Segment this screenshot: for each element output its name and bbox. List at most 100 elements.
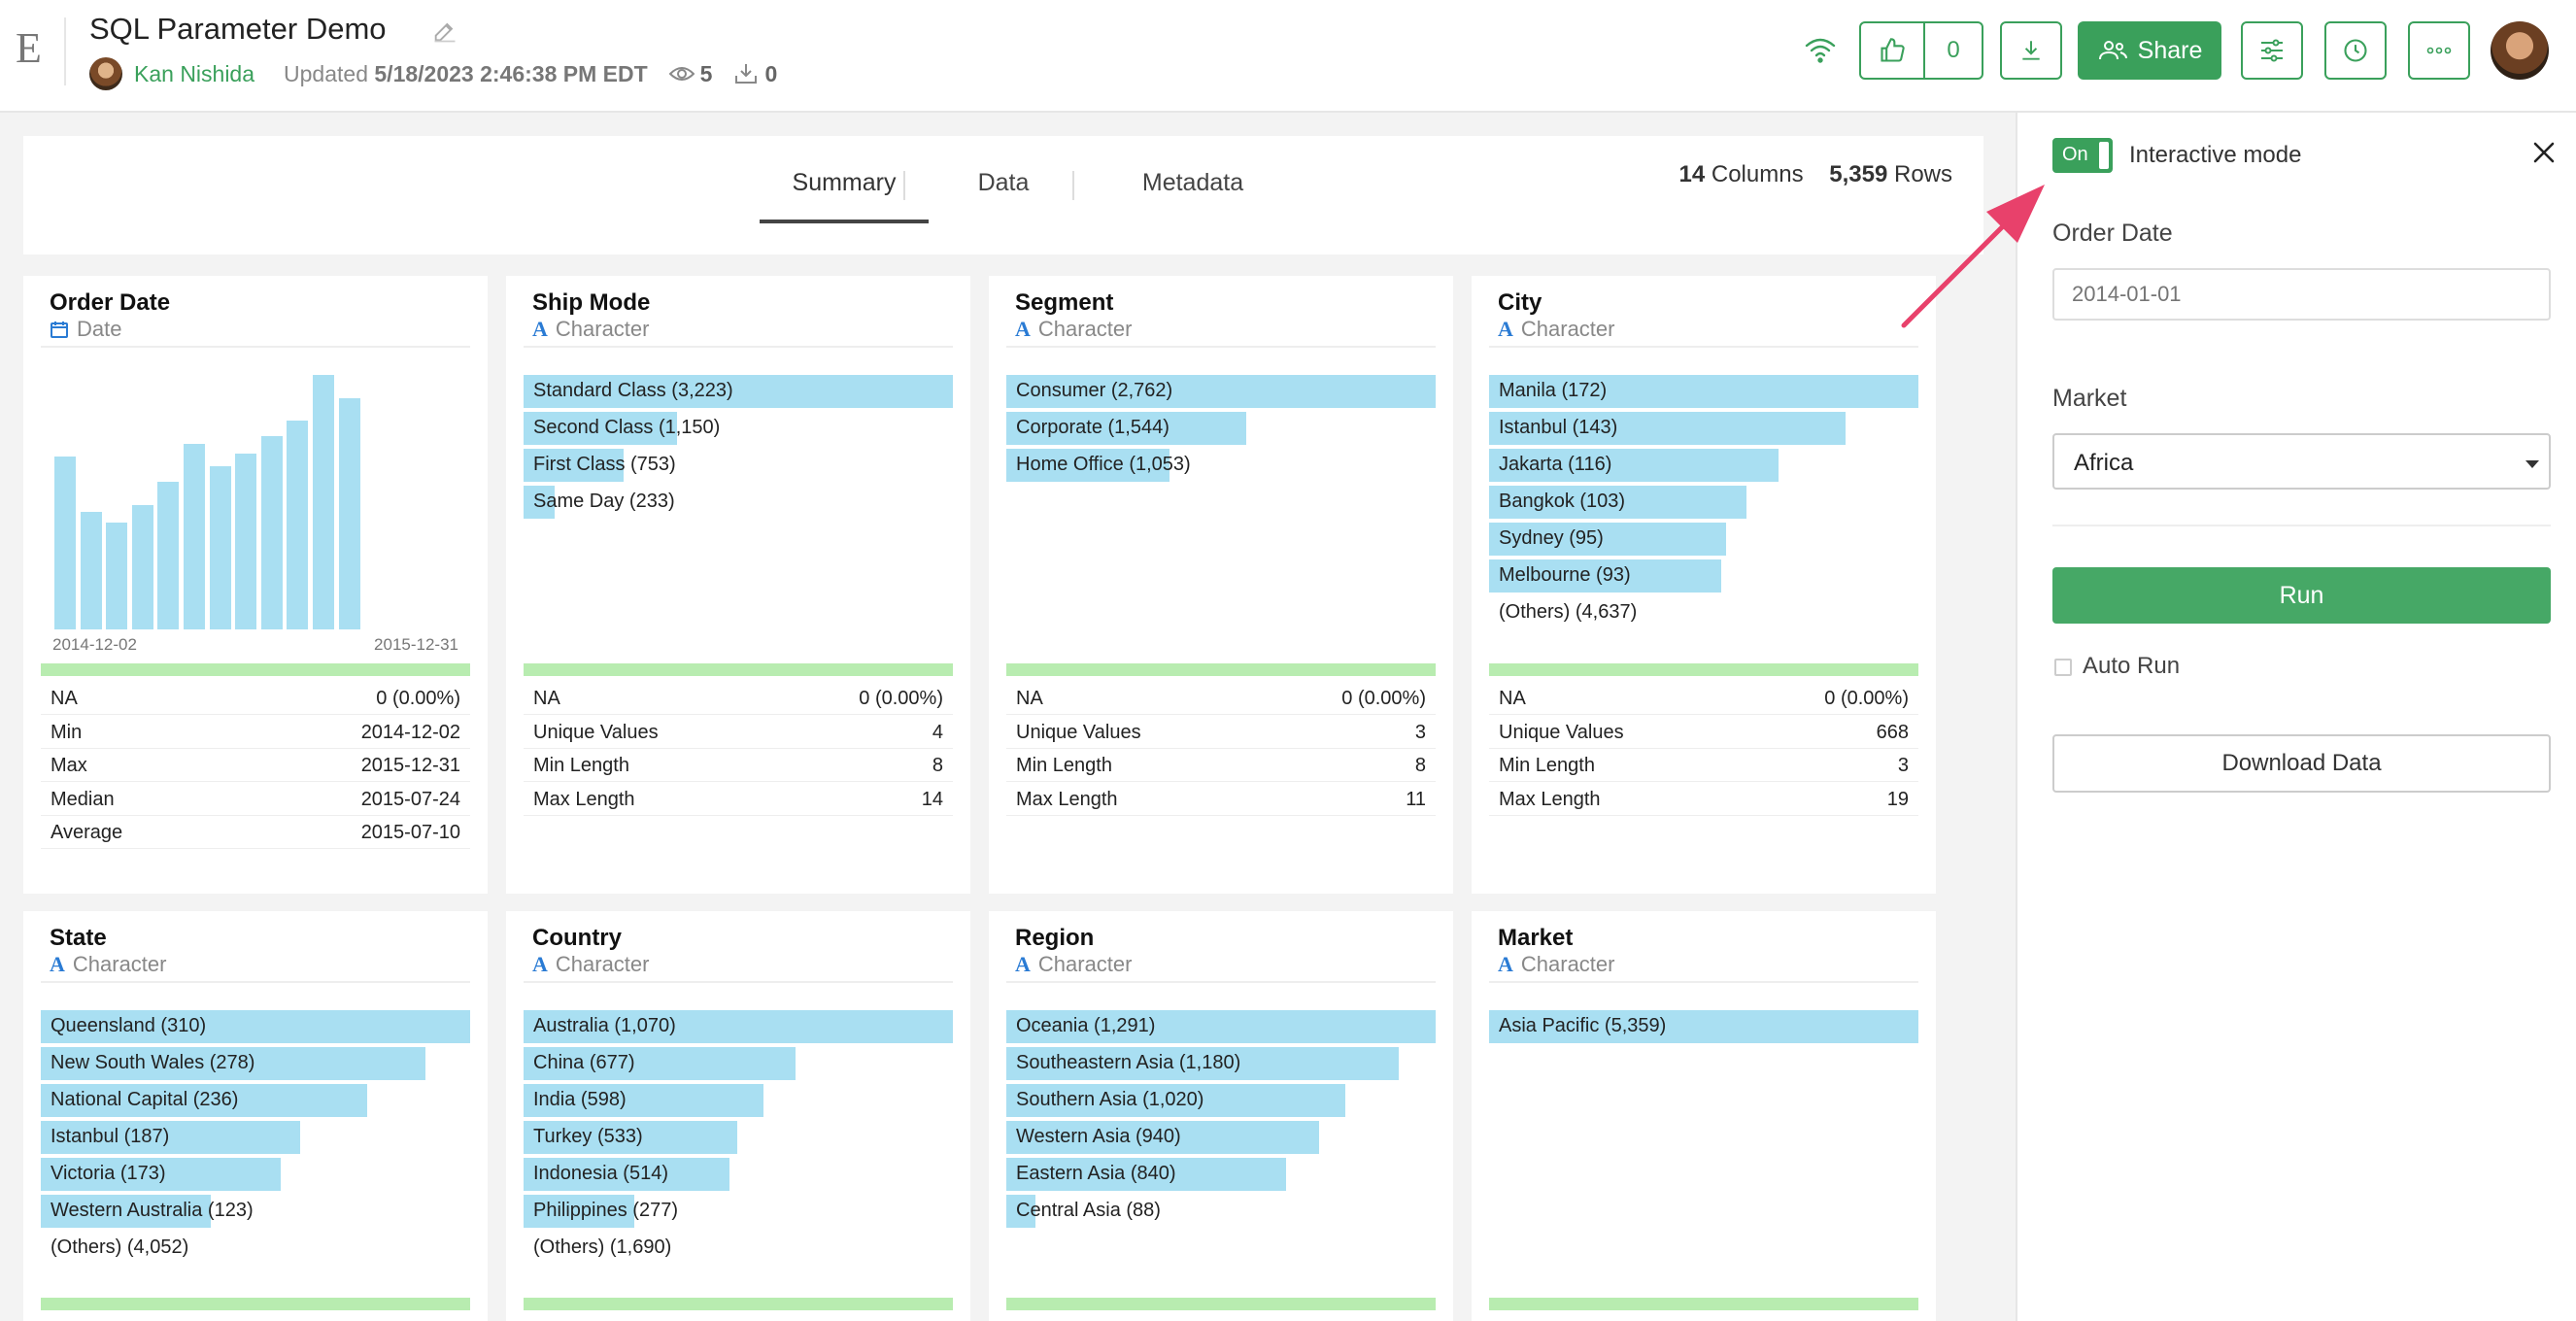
histogram-bar[interactable]	[287, 421, 309, 629]
settings-button[interactable]	[2241, 21, 2303, 80]
value-bar-row[interactable]: Southern Asia (1,020)	[1006, 1084, 1436, 1117]
value-bar-row[interactable]: Asia Pacific (5,359)	[1489, 1010, 1918, 1043]
value-bar-row[interactable]: Corporate (1,544)	[1006, 412, 1436, 445]
stat-divider	[1489, 747, 1918, 749]
character-type-icon: A	[1015, 317, 1031, 341]
interactive-mode-toggle[interactable]: On	[2052, 138, 2113, 173]
value-bar-label: Same Day (233)	[533, 491, 675, 512]
histogram-bar[interactable]	[157, 482, 180, 629]
value-bar	[1489, 375, 1918, 408]
like-button[interactable]	[1861, 23, 1925, 78]
histogram-bar[interactable]	[106, 522, 128, 629]
histogram-bar[interactable]	[260, 435, 283, 629]
value-bar-row[interactable]: Southeastern Asia (1,180)	[1006, 1047, 1436, 1080]
column-name[interactable]: Segment	[1015, 289, 1114, 316]
histogram-bar[interactable]	[80, 512, 102, 629]
tab-summary[interactable]: Summary	[792, 169, 897, 196]
user-avatar[interactable]	[2491, 21, 2549, 80]
value-bar-row[interactable]: Western Australia (123)	[41, 1195, 470, 1228]
value-bar-row[interactable]: Consumer (2,762)	[1006, 375, 1436, 408]
value-bar-row[interactable]: New South Wales (278)	[41, 1047, 470, 1080]
tab-data[interactable]: Data	[977, 169, 1030, 196]
run-button[interactable]: Run	[2052, 567, 2551, 624]
column-name[interactable]: Region	[1015, 925, 1095, 951]
histogram-bar[interactable]	[235, 454, 257, 629]
edit-icon[interactable]	[431, 17, 458, 45]
download-button[interactable]	[2000, 21, 2062, 80]
auto-run-checkbox[interactable]	[2054, 659, 2072, 676]
column-name[interactable]: Order Date	[50, 289, 171, 316]
value-bar-row[interactable]: Sydney (95)	[1489, 523, 1918, 556]
value-bar-row[interactable]: Indonesia (514)	[524, 1158, 953, 1191]
histogram-bar[interactable]	[338, 397, 360, 629]
column-name[interactable]: Ship Mode	[532, 289, 651, 316]
value-bar-row[interactable]: Australia (1,070)	[524, 1010, 953, 1043]
stat-value: 0 (0.00%)	[376, 688, 460, 709]
value-bar-label: Queensland (310)	[51, 1015, 207, 1036]
value-bar-row[interactable]: (Others) (1,690)	[524, 1232, 953, 1265]
histogram-bar[interactable]	[313, 375, 334, 629]
value-bar-row[interactable]: Same Day (233)	[524, 486, 953, 519]
stat-divider	[1489, 814, 1918, 816]
market-select[interactable]: Africa	[2052, 433, 2551, 490]
value-bar-row[interactable]: Queensland (310)	[41, 1010, 470, 1043]
value-bar-row[interactable]: Melbourne (93)	[1489, 559, 1918, 593]
histogram-bar[interactable]	[184, 443, 205, 629]
value-bar-row[interactable]: Victoria (173)	[41, 1158, 470, 1191]
value-bar-row[interactable]: Istanbul (187)	[41, 1121, 470, 1154]
value-bar-label: Bangkok (103)	[1499, 491, 1626, 512]
histogram-bar[interactable]	[54, 456, 76, 629]
value-bar-row[interactable]: Central Asia (88)	[1006, 1195, 1436, 1228]
column-name[interactable]: Market	[1498, 925, 1574, 951]
value-bar-row[interactable]: Eastern Asia (840)	[1006, 1158, 1436, 1191]
column-name[interactable]: City	[1498, 289, 1542, 316]
histogram-axis-start: 2014-12-02	[52, 635, 137, 654]
author-avatar[interactable]	[89, 57, 122, 90]
value-bar-row[interactable]: Bangkok (103)	[1489, 486, 1918, 519]
column-card: State A Character Queensland (310) New South…	[23, 911, 488, 1321]
stat-value: 4	[932, 721, 943, 743]
column-name[interactable]: State	[50, 925, 107, 951]
stat-label: Unique Values	[1016, 721, 1141, 743]
value-bar-label: China (677)	[533, 1052, 635, 1073]
value-bar-row[interactable]: First Class (753)	[524, 449, 953, 482]
column-card: Country A Character Australia (1,070) China …	[506, 911, 970, 1321]
value-bar-row[interactable]: Turkey (533)	[524, 1121, 953, 1154]
market-selected-value: Africa	[2074, 450, 2134, 476]
value-bar-label: Turkey (533)	[533, 1126, 643, 1147]
author-link[interactable]: Kan Nishida	[134, 60, 255, 86]
close-icon[interactable]	[2529, 138, 2559, 167]
value-bar-label: (Others) (4,637)	[1499, 601, 1638, 623]
value-bar-row[interactable]: Oceania (1,291)	[1006, 1010, 1436, 1043]
tab-metadata[interactable]: Metadata	[1141, 169, 1244, 196]
histogram-bar[interactable]	[131, 504, 153, 629]
value-bar-row[interactable]: China (677)	[524, 1047, 953, 1080]
share-button[interactable]: Share	[2078, 21, 2221, 80]
histogram-bar[interactable]	[209, 466, 231, 629]
value-bar-row[interactable]: Jakarta (116)	[1489, 449, 1918, 482]
app-logo[interactable]: E	[16, 24, 42, 72]
value-bar-row[interactable]: Home Office (1,053)	[1006, 449, 1436, 482]
value-bar-row[interactable]: (Others) (4,052)	[41, 1232, 470, 1265]
value-bar-row[interactable]: Second Class (1,150)	[524, 412, 953, 445]
wifi-icon[interactable]	[1803, 35, 1838, 64]
value-bar	[41, 1010, 470, 1043]
value-bar-row[interactable]: (Others) (4,637)	[1489, 596, 1918, 629]
value-bar-row[interactable]: Western Asia (940)	[1006, 1121, 1436, 1154]
value-bar-row[interactable]: Manila (172)	[1489, 375, 1918, 408]
value-bar-row[interactable]: National Capital (236)	[41, 1084, 470, 1117]
more-button[interactable]	[2408, 21, 2470, 80]
order-date-input[interactable]	[2052, 268, 2551, 321]
download-data-button[interactable]: Download Data	[2052, 734, 2551, 793]
history-button[interactable]	[2324, 21, 2387, 80]
value-bar-row[interactable]: Istanbul (143)	[1489, 412, 1918, 445]
column-name[interactable]: Country	[532, 925, 622, 951]
value-bar-row[interactable]: Standard Class (3,223)	[524, 375, 953, 408]
stat-divider	[524, 781, 953, 783]
value-bar	[1006, 1195, 1036, 1228]
value-bar-row[interactable]: India (598)	[524, 1084, 953, 1117]
value-bar-row[interactable]: Philippines (277)	[524, 1195, 953, 1228]
na-ratio-bar	[524, 1298, 953, 1310]
share-label: Share	[2137, 36, 2203, 64]
calendar-icon	[51, 322, 68, 338]
